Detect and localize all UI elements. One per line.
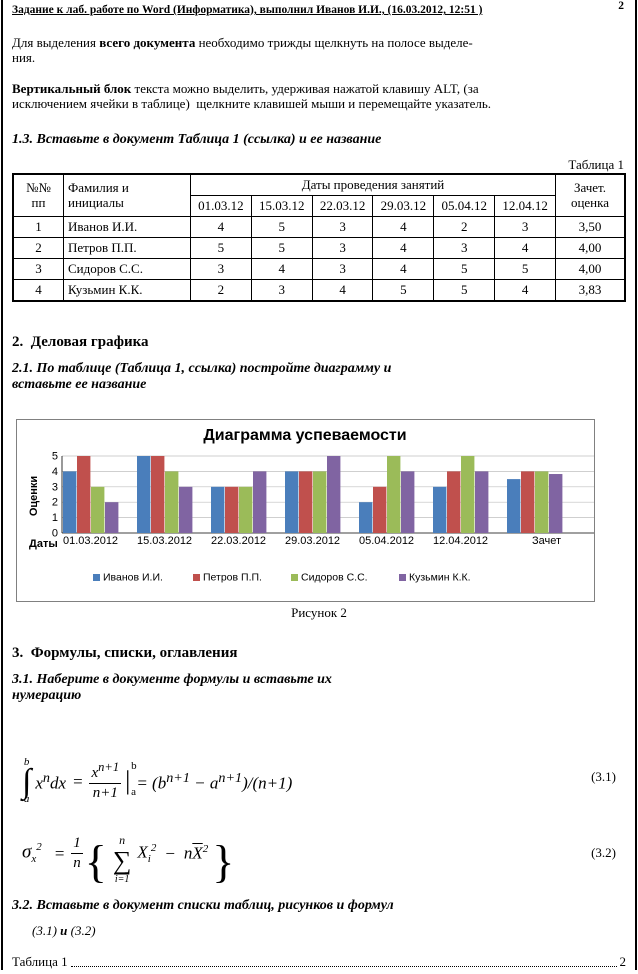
svg-text:Оценки: Оценки <box>28 476 40 516</box>
svg-text:4: 4 <box>52 466 58 478</box>
svg-text:Иванов И.И.: Иванов И.И. <box>103 572 163 584</box>
svg-text:Петров П.П.: Петров П.П. <box>203 572 262 584</box>
svg-text:Зачет: Зачет <box>532 535 561 547</box>
svg-text:29.03.2012: 29.03.2012 <box>285 535 340 547</box>
svg-text:Сидоров С.С.: Сидоров С.С. <box>301 572 368 584</box>
svg-text:5: 5 <box>52 451 58 463</box>
svg-text:Диаграмма успеваемости: Диаграмма успеваемости <box>203 427 406 444</box>
svg-text:3: 3 <box>52 481 58 493</box>
svg-text:12.04.2012: 12.04.2012 <box>433 535 488 547</box>
svg-text:05.04.2012: 05.04.2012 <box>359 535 414 547</box>
svg-text:2: 2 <box>52 497 58 509</box>
svg-text:15.03.2012: 15.03.2012 <box>137 535 192 547</box>
svg-text:1: 1 <box>52 512 58 524</box>
svg-text:22.03.2012: 22.03.2012 <box>211 535 266 547</box>
svg-text:Кузьмин К.К.: Кузьмин К.К. <box>409 572 471 584</box>
svg-text:Даты: Даты <box>29 538 58 550</box>
svg-text:01.03.2012: 01.03.2012 <box>63 535 118 547</box>
